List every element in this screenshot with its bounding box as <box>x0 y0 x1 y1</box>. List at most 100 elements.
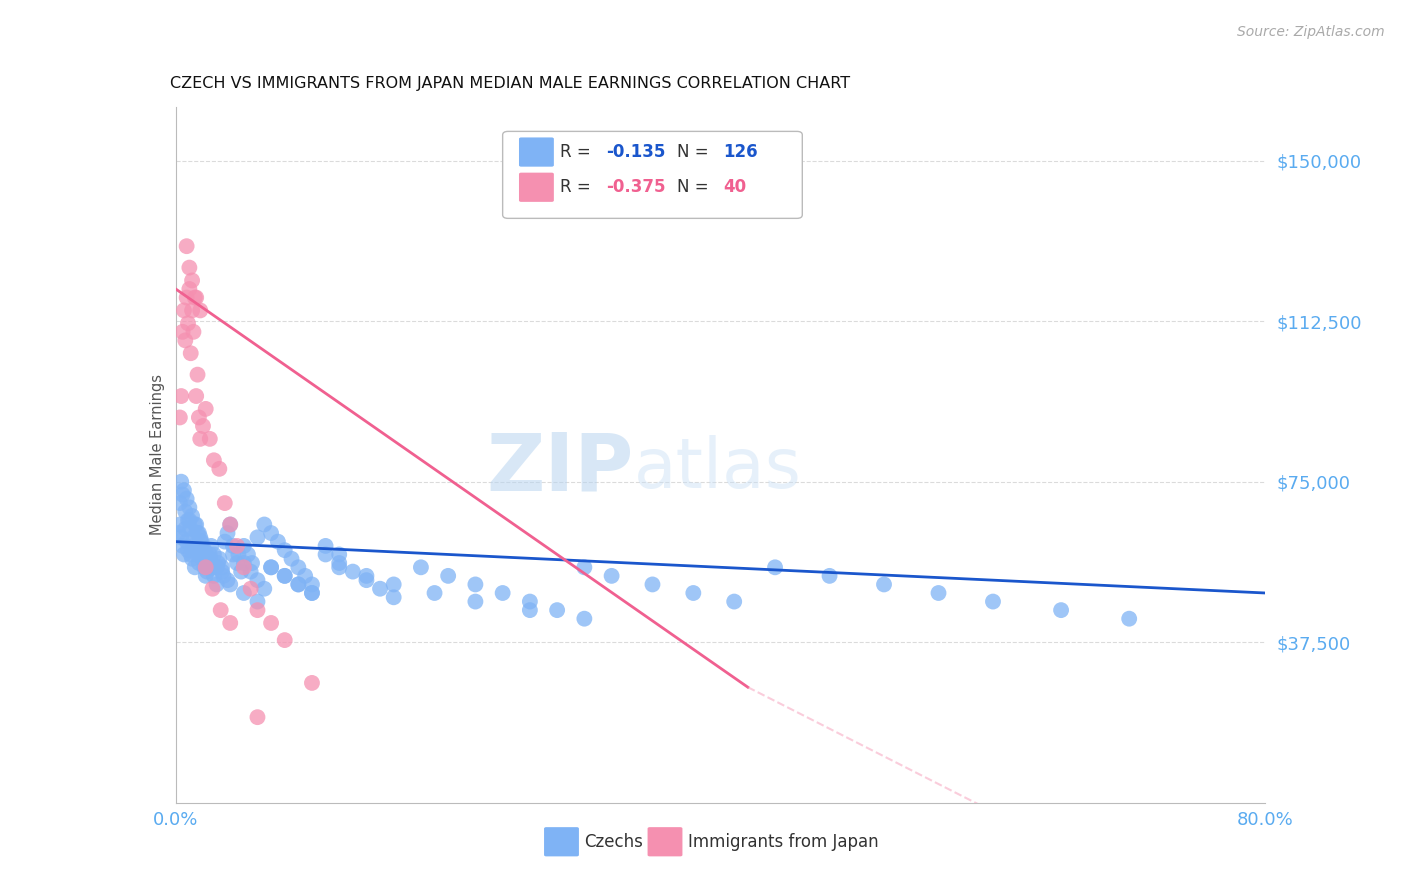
Point <box>217 573 239 587</box>
Point <box>177 316 200 330</box>
Point <box>186 517 208 532</box>
Point <box>202 548 225 562</box>
Point <box>179 282 201 296</box>
Point <box>600 569 623 583</box>
Point <box>181 273 204 287</box>
Text: Immigrants from Japan: Immigrants from Japan <box>688 833 879 851</box>
Point <box>172 325 194 339</box>
Point <box>197 556 219 570</box>
Point <box>186 543 208 558</box>
Point <box>211 560 233 574</box>
Point <box>267 534 290 549</box>
Point <box>208 462 231 476</box>
Point <box>246 594 269 608</box>
Point <box>202 453 225 467</box>
Point <box>574 560 596 574</box>
Point <box>356 569 378 583</box>
Point <box>169 517 191 532</box>
Point <box>423 586 446 600</box>
Point <box>174 334 197 348</box>
Point <box>928 586 950 600</box>
Point <box>217 526 239 541</box>
Point <box>198 560 221 574</box>
Point <box>274 569 297 583</box>
FancyBboxPatch shape <box>503 131 803 219</box>
Point <box>173 483 195 498</box>
Point <box>200 539 222 553</box>
Point <box>246 573 269 587</box>
Point <box>219 517 242 532</box>
Point <box>181 303 204 318</box>
Text: Czechs: Czechs <box>585 833 643 851</box>
Point <box>186 368 209 382</box>
Point <box>294 569 316 583</box>
Text: -0.375: -0.375 <box>606 178 665 196</box>
Point <box>464 577 486 591</box>
Point <box>198 548 221 562</box>
Point <box>176 534 198 549</box>
Point <box>219 615 242 630</box>
Point <box>328 556 350 570</box>
Point <box>246 603 269 617</box>
FancyBboxPatch shape <box>519 137 554 167</box>
Point <box>236 548 259 562</box>
Point <box>187 526 209 541</box>
Point <box>409 560 432 574</box>
Point <box>274 569 297 583</box>
Point <box>179 260 201 275</box>
Point <box>239 582 262 596</box>
Text: 40: 40 <box>723 178 745 196</box>
Point <box>219 577 242 591</box>
Point <box>1050 603 1073 617</box>
Point <box>240 556 263 570</box>
Point <box>253 517 276 532</box>
Point <box>232 539 254 553</box>
Point <box>260 560 283 574</box>
Point <box>173 548 195 562</box>
Point <box>170 475 193 489</box>
Point <box>287 560 309 574</box>
Point <box>191 419 214 434</box>
FancyBboxPatch shape <box>648 827 682 856</box>
Point <box>174 522 197 536</box>
Text: atlas: atlas <box>633 435 801 502</box>
Point <box>186 291 208 305</box>
Point <box>194 569 217 583</box>
FancyBboxPatch shape <box>519 173 554 202</box>
Point <box>191 543 214 558</box>
Point <box>169 496 191 510</box>
Text: N =: N = <box>678 178 714 196</box>
Point <box>179 513 201 527</box>
Point <box>274 543 297 558</box>
Point <box>193 560 215 574</box>
Point <box>172 487 194 501</box>
Point <box>763 560 786 574</box>
Point <box>170 389 193 403</box>
Point <box>274 633 297 648</box>
Point <box>231 565 253 579</box>
Point <box>287 577 309 591</box>
Point <box>205 577 228 591</box>
Point <box>232 586 254 600</box>
Point <box>191 551 214 566</box>
Point <box>328 548 350 562</box>
Text: N =: N = <box>678 143 714 161</box>
Point <box>173 303 195 318</box>
Point <box>188 534 211 549</box>
Point <box>1118 612 1140 626</box>
Point <box>212 569 235 583</box>
Point <box>315 539 337 553</box>
Point <box>170 530 193 544</box>
Point <box>301 586 323 600</box>
Point <box>172 539 194 553</box>
Point <box>641 577 664 591</box>
Point <box>356 573 378 587</box>
Point <box>437 569 460 583</box>
Point <box>201 582 224 596</box>
Text: R =: R = <box>561 178 596 196</box>
Point <box>253 582 276 596</box>
Text: CZECH VS IMMIGRANTS FROM JAPAN MEDIAN MALE EARNINGS CORRELATION CHART: CZECH VS IMMIGRANTS FROM JAPAN MEDIAN MA… <box>170 76 851 91</box>
Point <box>188 303 211 318</box>
Point <box>301 586 323 600</box>
Point <box>193 543 215 558</box>
